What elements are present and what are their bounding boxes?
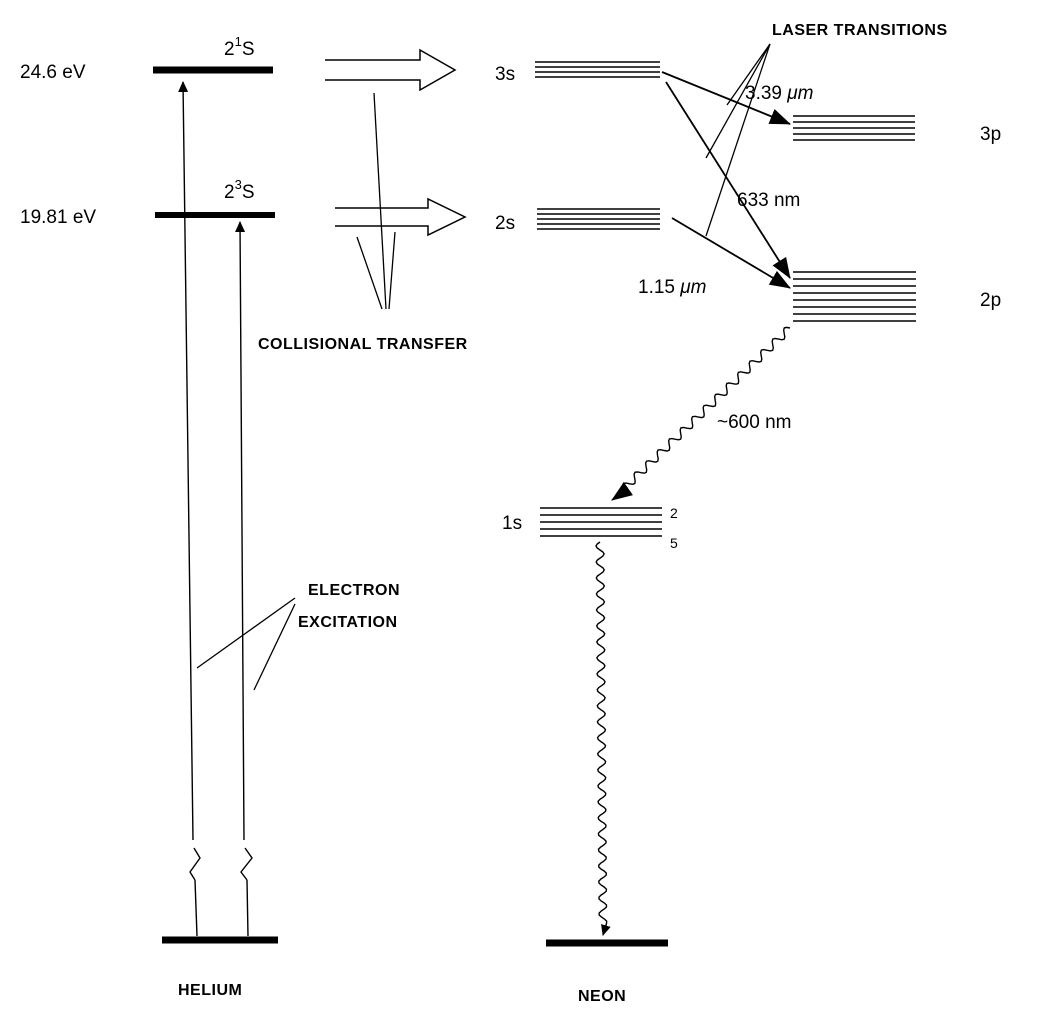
excitation-arrow-singlet [178,81,201,937]
transition-label-633nm: 633 nm [737,190,800,211]
laser-transitions-pointer-3 [705,43,771,237]
helium-energy-label-upper: 24.6 eV [20,62,86,83]
spontaneous-transition-600nm [611,326,791,501]
neon-level-2s-label: 2s [495,213,515,234]
excitation-arrow-triplet [235,221,253,937]
laser-transition-633nm [665,81,791,279]
laser-transition-1-15um [671,217,791,289]
laser-transitions-label: LASER TRANSITIONS [772,22,948,39]
helium-term-lower: 23S [224,177,255,203]
neon-level-2p-label: 2p [980,290,1001,311]
neon-level-2s [537,208,660,230]
neon-level-1s [540,507,662,537]
neon-level-2p [793,271,916,322]
collisional-transfer-label: COLLISIONAL TRANSFER [258,336,468,353]
transition-label-3-39um: 3.39 μm [745,83,814,104]
neon-label: NEON [578,988,626,1005]
collisional-transfer-arrow-upper [325,48,457,92]
transition-label-1-15um: 1.15 μm [638,277,707,298]
neon-decay-to-ground [595,541,611,936]
neon-level-1s-index-bottom: 5 [670,535,678,551]
electron-excitation-pointer-1 [196,597,296,669]
electron-excitation-label-2: EXCITATION [298,614,398,631]
neon-level-3s-label: 3s [495,64,515,85]
laser-transitions-pointer-1 [726,43,771,106]
helium-label: HELIUM [178,982,242,999]
collisional-transfer-arrow-lower [335,197,467,237]
helium-term-upper: 21S [224,34,255,60]
collisional-transfer-pointer-3 [388,231,396,310]
helium-energy-label-lower: 19.81 eV [20,207,96,228]
neon-level-3p [793,115,915,141]
electron-excitation-label-1: ELECTRON [308,582,400,599]
neon-level-1s-index-top: 2 [670,505,678,521]
collisional-transfer-pointer-1 [373,92,387,310]
collisional-transfer-pointer-2 [356,236,383,310]
neon-level-3s [535,61,660,78]
transition-label-600nm: ~600 nm [717,412,791,433]
laser-transition-3-39um [661,71,791,125]
neon-level-1s-label: 1s [502,513,522,534]
laser-transitions-pointer-2 [705,43,771,159]
neon-level-3p-label: 3p [980,124,1001,145]
electron-excitation-pointer-2 [253,603,296,691]
